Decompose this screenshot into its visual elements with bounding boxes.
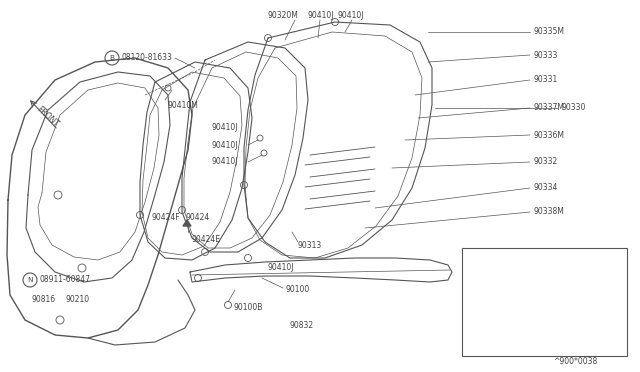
Text: ^900*0038: ^900*0038	[553, 357, 597, 366]
Text: 90424E: 90424E	[192, 235, 221, 244]
Text: 90410M: 90410M	[168, 100, 199, 109]
Text: 90334: 90334	[534, 183, 558, 192]
Text: 90410J: 90410J	[308, 10, 335, 19]
Text: 90410J: 90410J	[338, 10, 365, 19]
Text: 96030D: 96030D	[540, 311, 570, 321]
Text: 90100B: 90100B	[233, 304, 262, 312]
Text: 90338M: 90338M	[534, 208, 565, 217]
Text: 90331: 90331	[534, 76, 558, 84]
Text: 90332: 90332	[534, 157, 558, 167]
Polygon shape	[183, 220, 191, 226]
Text: 90410J: 90410J	[212, 141, 239, 150]
Text: 90336M: 90336M	[534, 131, 565, 140]
Text: 90333: 90333	[534, 51, 558, 60]
Text: N: N	[28, 277, 33, 283]
Text: 90337M: 90337M	[534, 103, 565, 112]
Text: 90210: 90210	[65, 295, 89, 305]
Text: 90410J: 90410J	[212, 124, 239, 132]
Text: DP: DP	[478, 257, 490, 266]
Text: 08911-60847: 08911-60847	[40, 276, 91, 285]
FancyBboxPatch shape	[462, 248, 627, 356]
Text: 90816: 90816	[32, 295, 56, 305]
Text: B: B	[109, 55, 115, 61]
Text: 08120-81633: 08120-81633	[121, 54, 172, 62]
Text: 90313: 90313	[298, 241, 323, 250]
Text: 90510B: 90510B	[540, 337, 570, 346]
Text: 90832: 90832	[290, 321, 314, 330]
Text: 90100: 90100	[285, 285, 309, 295]
Text: 90424: 90424	[185, 214, 209, 222]
Text: 90320M: 90320M	[268, 10, 299, 19]
Text: 90335M: 90335M	[534, 28, 565, 36]
Text: 90424F: 90424F	[152, 214, 180, 222]
Text: 84478F: 84478F	[540, 324, 568, 333]
Text: 90330: 90330	[562, 103, 586, 112]
Text: FRONT: FRONT	[35, 105, 60, 129]
Text: 90410J: 90410J	[268, 263, 294, 273]
Text: 90410J: 90410J	[212, 157, 239, 167]
Text: 96030: 96030	[468, 266, 492, 275]
